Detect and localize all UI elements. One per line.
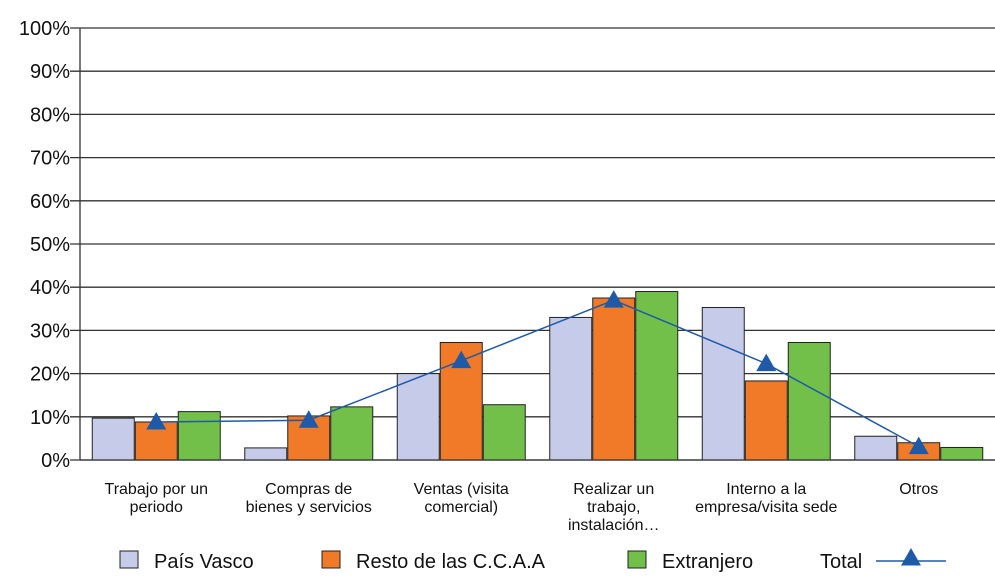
bar-extranjero <box>482 404 526 461</box>
y-tick-label: 40% <box>30 277 70 299</box>
legend-label: País Vasco <box>154 551 254 573</box>
y-tick-label: 70% <box>30 148 70 170</box>
x-category-label: Ventas (visita comercial) <box>414 481 509 516</box>
legend-swatch-extranjero <box>627 550 647 569</box>
bar-extranjero <box>177 411 221 461</box>
legend-swatch-pa-s-vasco <box>119 550 139 569</box>
bar-extranjero <box>635 291 679 461</box>
gridlines <box>70 27 995 461</box>
total-point-marker <box>146 411 167 430</box>
y-tick-label: 0% <box>41 450 70 472</box>
total-point-marker <box>603 290 624 308</box>
bar-pa-s-vasco <box>91 417 135 461</box>
x-category-label: Otros <box>899 481 938 498</box>
y-tick-label: 90% <box>30 61 70 83</box>
x-category-label: Realizar un trabajo, instalación… <box>568 481 660 534</box>
bar-pa-s-vasco <box>244 447 288 461</box>
bar-pa-s-vasco <box>854 435 898 461</box>
bar-resto-de-las-c-c-a-a <box>744 380 788 461</box>
y-tick-label: 80% <box>30 104 70 126</box>
bar-extranjero <box>330 406 374 461</box>
bars <box>91 291 984 461</box>
legend-swatch-resto-de-las-c-c-a-a <box>321 550 341 569</box>
bar-pa-s-vasco <box>701 307 745 461</box>
y-tick-label: 30% <box>30 320 70 342</box>
bar-pa-s-vasco <box>549 316 593 461</box>
y-tick-label: 60% <box>30 191 70 213</box>
total-line <box>146 290 929 455</box>
y-tick-label: 100% <box>19 18 70 40</box>
total-point-marker <box>908 436 929 455</box>
total-series-line <box>156 299 920 448</box>
legend-label: Extranjero <box>662 551 753 573</box>
x-axis: Trabajo por un periodo Compras de bienes y … <box>80 459 995 534</box>
legend-total-marker <box>901 548 921 566</box>
y-tick-label: 20% <box>30 364 70 386</box>
legend-label: Total <box>820 551 862 573</box>
total-point-marker <box>451 350 472 369</box>
bar-pa-s-vasco <box>396 373 440 461</box>
y-tick-label: 10% <box>30 407 70 429</box>
bar-extranjero <box>787 341 831 461</box>
x-category-label: Trabajo por un periodo <box>105 481 208 516</box>
x-category-label: Compras de bienes y servicios <box>246 481 372 516</box>
legend-label: Resto de las C.C.A.A <box>356 551 546 573</box>
legend: País Vasco Resto de las C.C.A.A Extranjero… <box>119 548 946 573</box>
total-point-marker <box>756 353 777 372</box>
bar-resto-de-las-c-c-a-a <box>592 297 636 461</box>
y-tick-label: 50% <box>30 234 70 256</box>
y-axis: 0% 10% 20% 30% 40% 50% 60% 70% 80% 90% 100% <box>19 18 81 472</box>
total-point-marker <box>298 410 319 428</box>
x-category-label: Interno a la empresa/visita sede <box>695 481 837 516</box>
bar-extranjero <box>940 446 984 461</box>
